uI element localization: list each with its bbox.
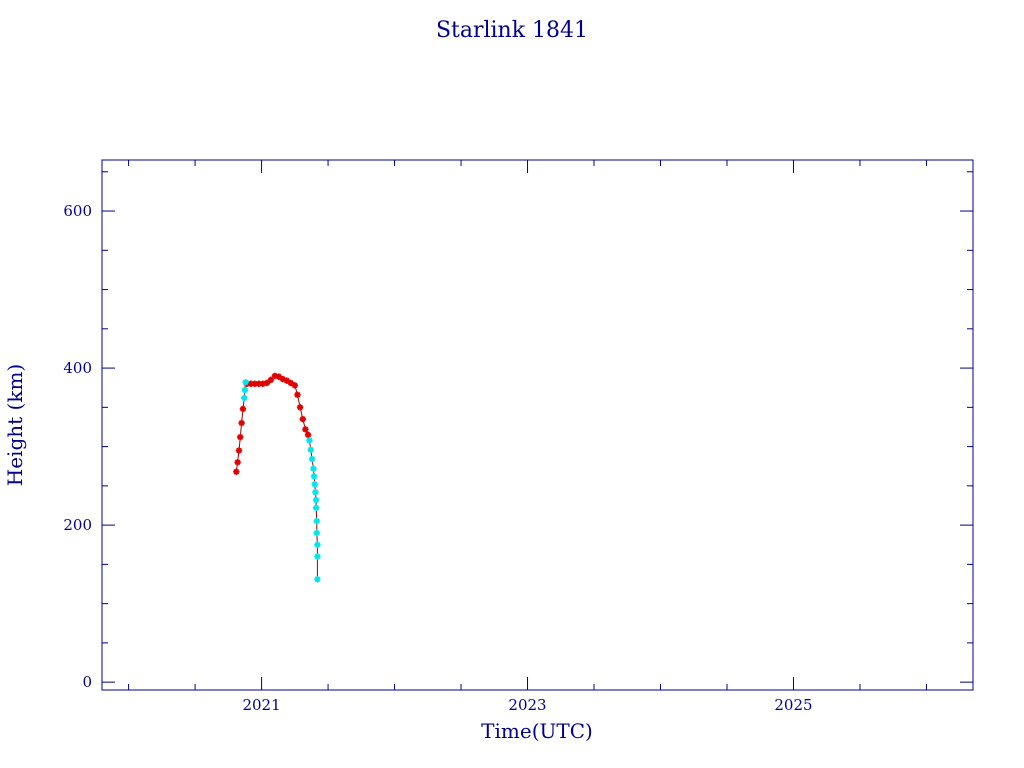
y-tick-label: 600 bbox=[63, 202, 92, 220]
data-point bbox=[239, 405, 247, 413]
data-point bbox=[312, 496, 320, 504]
chart-title: Starlink 1841 bbox=[436, 18, 588, 43]
data-point bbox=[294, 391, 301, 398]
y-tick-label: 200 bbox=[63, 516, 92, 534]
y-tick-labels: 0 200 400 600 bbox=[63, 202, 92, 691]
x-axis-title: Time(UTC) bbox=[481, 719, 593, 743]
data-point bbox=[310, 473, 318, 480]
x-tick-labels: 2021 2023 2025 bbox=[242, 696, 812, 714]
data-point bbox=[299, 415, 306, 423]
data-points bbox=[233, 372, 321, 583]
y-tick-label: 400 bbox=[63, 359, 92, 377]
x-tick-label: 2021 bbox=[242, 696, 280, 714]
x-tick-label: 2025 bbox=[774, 696, 812, 714]
data-point bbox=[238, 419, 245, 427]
data-point bbox=[314, 541, 321, 548]
data-point bbox=[296, 404, 304, 411]
data-point bbox=[233, 468, 240, 475]
data-point bbox=[235, 447, 243, 454]
data-point bbox=[241, 386, 249, 394]
data-point bbox=[234, 459, 241, 466]
data-point bbox=[312, 504, 320, 512]
data-point bbox=[242, 379, 249, 386]
axis-ticks bbox=[102, 160, 973, 690]
data-point bbox=[267, 376, 275, 384]
data-point bbox=[241, 394, 248, 402]
data-point bbox=[314, 553, 321, 560]
plot-frame bbox=[101, 159, 974, 691]
data-point bbox=[237, 433, 244, 441]
data-point bbox=[308, 455, 316, 463]
data-point bbox=[291, 382, 299, 389]
data-point bbox=[313, 529, 320, 537]
data-point bbox=[263, 379, 271, 387]
data-point bbox=[304, 431, 312, 439]
data-point bbox=[311, 481, 318, 488]
data-point bbox=[313, 517, 320, 525]
trajectory-line bbox=[235, 375, 318, 580]
data-point bbox=[307, 446, 314, 453]
data-point bbox=[314, 576, 321, 583]
y-axis-title: Height (km) bbox=[3, 364, 27, 486]
data-point bbox=[306, 437, 313, 444]
data-point bbox=[310, 465, 317, 472]
data-point bbox=[312, 488, 319, 496]
data-point bbox=[302, 426, 309, 433]
x-tick-label: 2023 bbox=[508, 696, 546, 714]
series-connectors bbox=[235, 375, 318, 580]
y-tick-label: 0 bbox=[82, 673, 92, 691]
